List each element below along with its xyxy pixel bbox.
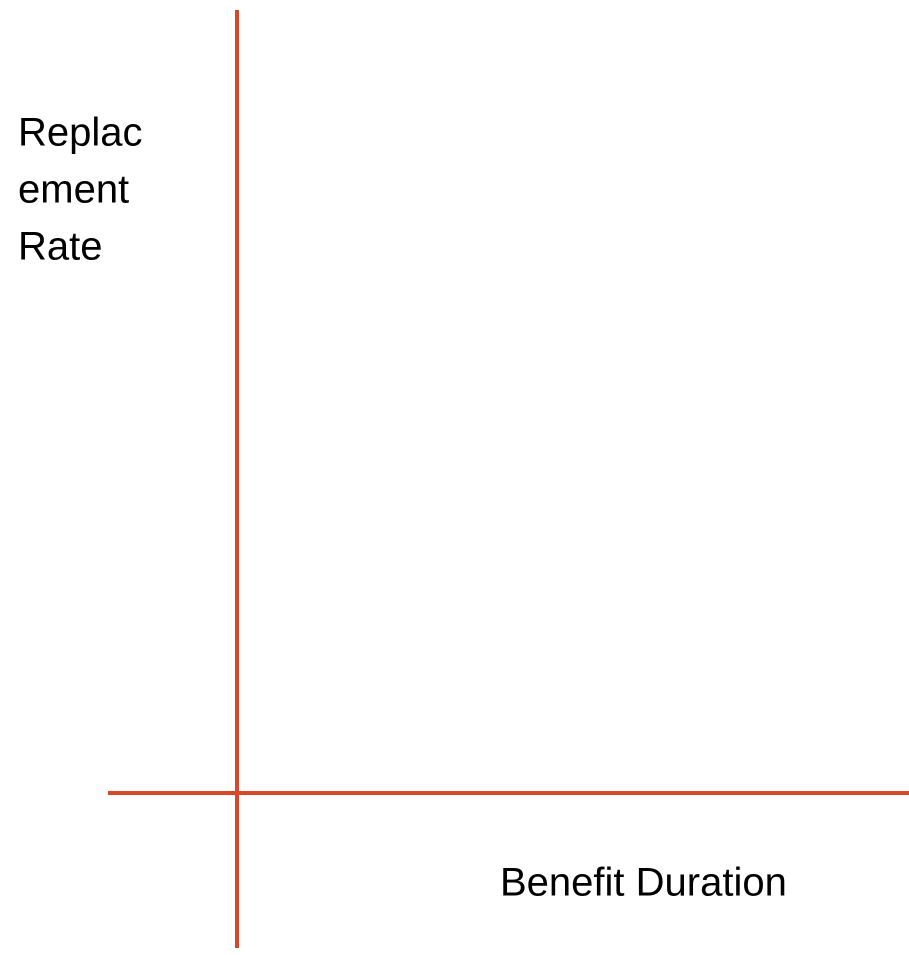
y-axis-label-line: ement — [18, 168, 129, 212]
x-axis-label: Benefit Duration — [500, 861, 787, 905]
y-axis-label-line: Replac — [18, 111, 143, 155]
y-axis-label-line: Rate — [18, 225, 103, 269]
